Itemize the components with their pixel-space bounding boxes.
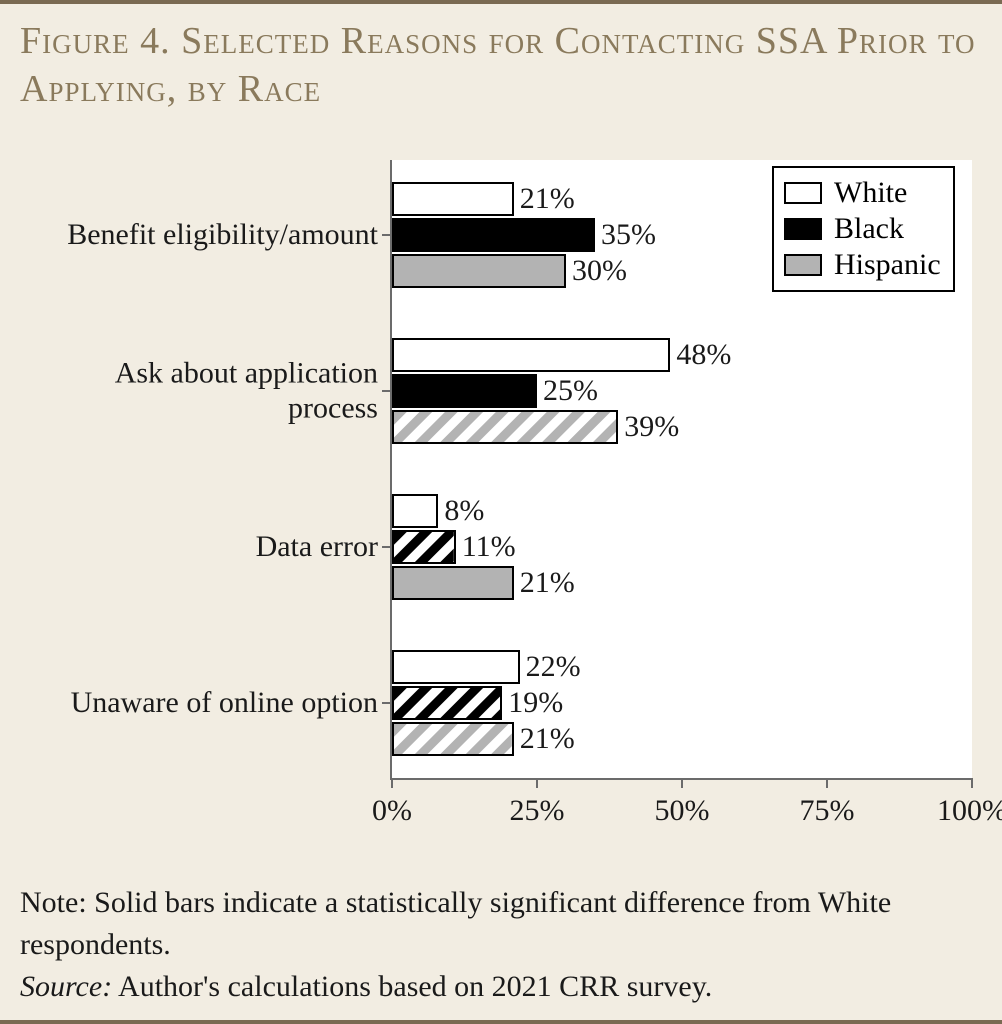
- x-tick: [971, 778, 973, 788]
- bar: [392, 182, 514, 216]
- bar: [392, 722, 514, 756]
- bar-value-label: 21%: [520, 182, 575, 216]
- bar: [392, 410, 618, 444]
- bar-value-label: 35%: [601, 218, 656, 252]
- bar: [392, 374, 537, 408]
- x-tick: [826, 778, 828, 788]
- x-tick-label: 75%: [800, 794, 855, 828]
- bar-value-label: 39%: [624, 410, 679, 444]
- x-tick: [391, 778, 393, 788]
- bar-value-label: 11%: [462, 530, 516, 564]
- bottom-rule: [0, 1020, 1002, 1024]
- bar: [392, 566, 514, 600]
- bar-value-label: 8%: [444, 494, 484, 528]
- legend-item: Black: [784, 212, 941, 246]
- bar: [392, 686, 502, 720]
- bar: [392, 338, 670, 372]
- bar-value-label: 19%: [508, 686, 563, 720]
- legend-swatch: [784, 182, 822, 204]
- legend-item: White: [784, 176, 941, 210]
- bar: [392, 650, 520, 684]
- plot-area: 0%25%50%75%100%Benefit eligibility/amoun…: [390, 160, 972, 780]
- legend-label: Black: [834, 212, 904, 246]
- top-rule: [0, 0, 1002, 4]
- legend: WhiteBlackHispanic: [772, 166, 955, 292]
- x-tick: [536, 778, 538, 788]
- bar: [392, 530, 456, 564]
- bar-value-label: 22%: [526, 650, 581, 684]
- figure-title: Figure 4. Selected Reasons for Contactin…: [20, 18, 982, 113]
- x-tick-label: 50%: [655, 794, 710, 828]
- category-label: Ask about application process: [18, 357, 392, 426]
- x-tick-label: 100%: [937, 794, 1002, 828]
- legend-label: Hispanic: [834, 248, 941, 282]
- legend-item: Hispanic: [784, 248, 941, 282]
- note-text: Note: Solid bars indicate a statisticall…: [20, 886, 891, 961]
- legend-label: White: [834, 176, 907, 210]
- legend-swatch: [784, 218, 822, 240]
- figure-container: Figure 4. Selected Reasons for Contactin…: [0, 0, 1002, 1024]
- note-source-text: Author's calculations based on 2021 CRR …: [112, 970, 712, 1003]
- bar: [392, 494, 438, 528]
- bar-value-label: 30%: [572, 254, 627, 288]
- bar-value-label: 48%: [676, 338, 731, 372]
- category-label: Data error: [18, 530, 392, 565]
- bar-value-label: 21%: [520, 566, 575, 600]
- x-tick-label: 0%: [372, 794, 412, 828]
- x-tick-label: 25%: [510, 794, 565, 828]
- bar-value-label: 25%: [543, 374, 598, 408]
- legend-swatch: [784, 254, 822, 276]
- note-source-label: Source:: [20, 970, 112, 1003]
- category-label: Unaware of online option: [18, 686, 392, 721]
- figure-note: Note: Solid bars indicate a statisticall…: [20, 882, 982, 1008]
- category-label: Benefit eligibility/amount: [18, 218, 392, 253]
- x-tick: [681, 778, 683, 788]
- bar: [392, 254, 566, 288]
- note-source: Source: Author's calculations based on 2…: [20, 970, 712, 1003]
- bar-value-label: 21%: [520, 722, 575, 756]
- chart-area: 0% 25% 50% 75% 100% Benefit eligibility/amoun…: [0, 160, 1002, 840]
- bar: [392, 218, 595, 252]
